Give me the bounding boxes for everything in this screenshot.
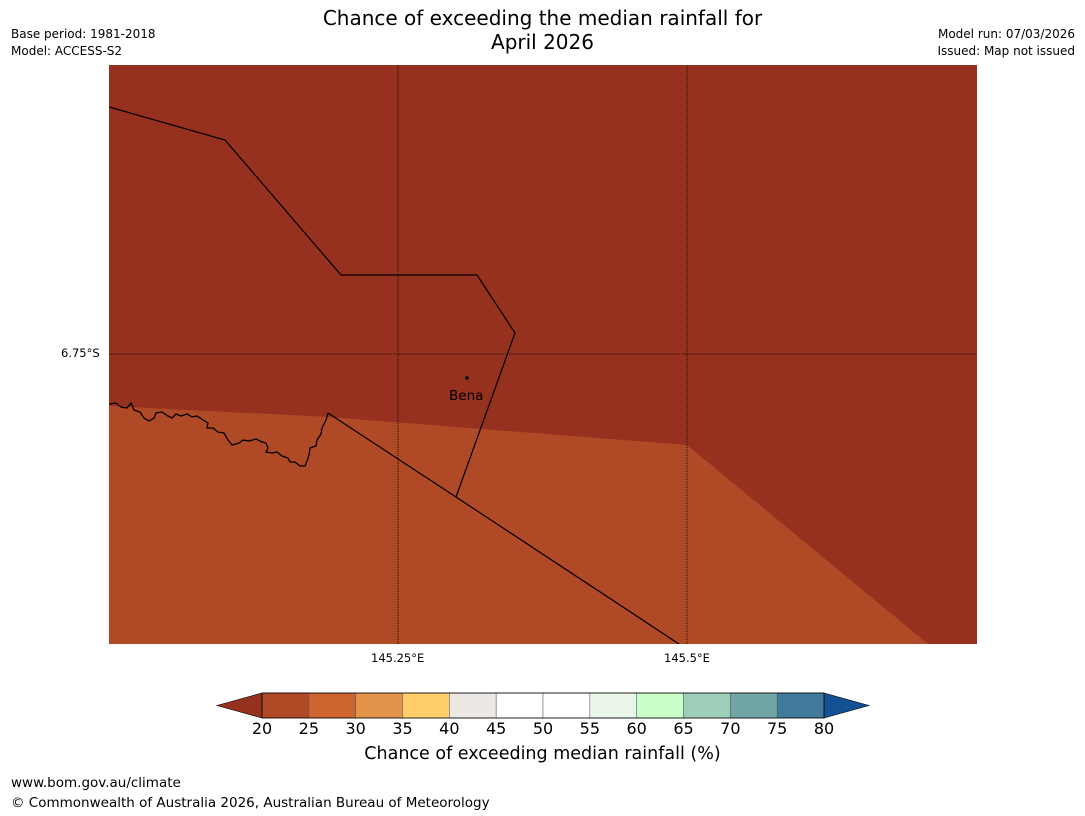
base-period-text: Base period: 1981-2018: [11, 27, 156, 41]
colorbar-segment: [495, 692, 544, 719]
coastline: [109, 401, 329, 467]
province-boundary-south: [327, 412, 680, 644]
colorbar-segment: [261, 692, 310, 719]
footer-website: www.bom.gov.au/climate: [11, 775, 181, 791]
colorbar-tick-label: 35: [392, 719, 413, 738]
place-label-bena: Bena: [449, 388, 484, 404]
map-title: Chance of exceeding the median rainfall …: [0, 6, 1085, 54]
colorbar-low-extend: [215, 692, 263, 719]
province-boundary: [109, 106, 516, 498]
colorbar-segment: [683, 692, 731, 719]
longitude-label-145-25: 145.25°E: [371, 651, 425, 665]
title-line-2: April 2026: [491, 30, 594, 54]
colorbar-segment: [776, 692, 825, 719]
colorbar-label: Chance of exceeding median rainfall (%): [364, 744, 721, 764]
colorbar-tick-label: 70: [720, 719, 741, 738]
colorbar-tick-label: 30: [345, 719, 366, 738]
model-run-text: Model run: 07/03/2026: [937, 27, 1075, 41]
colorbar-tick-label: 45: [485, 719, 507, 738]
bena-marker: [465, 376, 469, 380]
colorbar-segment: [542, 692, 591, 719]
colorbar-outline: [261, 692, 825, 719]
header-left-info: Base period: 1981-2018 Model: ACCESS-S2: [11, 26, 156, 60]
colorbar-segment: [355, 692, 403, 719]
colorbar-segment: [449, 692, 497, 719]
colorbar-segment: [402, 692, 450, 719]
latitude-label: 6.75°S: [61, 346, 100, 360]
header-right-info: Model run: 07/03/2026 Issued: Map not is…: [937, 26, 1075, 60]
colorbar-segment: [589, 692, 637, 719]
colorbar-segment: [730, 692, 778, 719]
colorbar-tick-label: 40: [439, 719, 460, 738]
longitude-label-145-5: 145.5°E: [664, 651, 710, 665]
region-20-25: [109, 406, 928, 644]
colorbar-tick-label: 80: [813, 719, 835, 738]
colorbar-high-extend: [823, 692, 871, 719]
colorbar-tick-label: 50: [532, 719, 554, 738]
colorbar-tick-label: 20: [251, 719, 273, 738]
issued-text: Issued: Map not issued: [937, 44, 1075, 58]
colorbar-tick-label: 60: [626, 719, 647, 738]
colorbar-segment: [308, 692, 356, 719]
model-text: Model: ACCESS-S2: [11, 44, 123, 58]
colorbar: [215, 692, 871, 719]
colorbar-tick-label: 65: [673, 719, 694, 738]
colorbar-tick-label: 25: [298, 719, 319, 738]
footer-copyright: © Commonwealth of Australia 2026, Austra…: [11, 795, 490, 811]
colorbar-tick-label: 55: [579, 719, 600, 738]
title-line-1: Chance of exceeding the median rainfall …: [322, 6, 763, 30]
colorbar-tick-label: 75: [766, 719, 788, 738]
colorbar-segment: [636, 692, 684, 719]
